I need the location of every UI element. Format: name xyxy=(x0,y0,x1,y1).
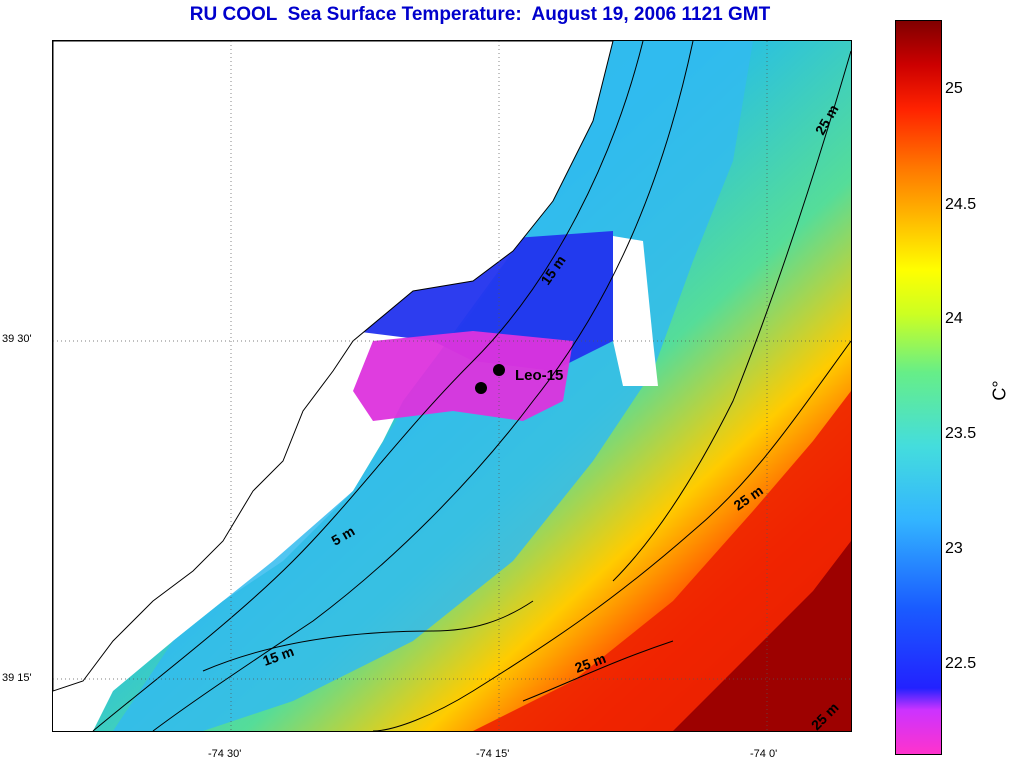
colorbar-tick: 23 xyxy=(945,540,963,557)
upwelling-patch xyxy=(353,331,573,421)
station-marker[interactable] xyxy=(475,382,487,394)
colorbar-tick: 25 xyxy=(945,80,963,97)
hot-offshore-core xyxy=(673,541,851,731)
colorbar-tick: 24.5 xyxy=(945,196,977,213)
missing-data-cloud xyxy=(613,236,658,386)
y-tick-label: 39 15' xyxy=(2,672,32,684)
x-tick-label: -74 30' xyxy=(208,748,242,760)
colorbar xyxy=(895,20,942,755)
y-tick-label: 39 30' xyxy=(2,333,32,345)
colorbar-tick: 23.5 xyxy=(945,425,977,442)
x-tick-label: -74 15' xyxy=(476,748,510,760)
warm-offshore-core xyxy=(473,391,851,731)
graticule xyxy=(53,41,851,731)
station-marker[interactable] xyxy=(493,364,505,376)
cold-water-region xyxy=(333,231,613,371)
colorbar-unit: C° xyxy=(989,380,1010,401)
station-label: Leo-15 xyxy=(515,367,563,384)
colorbar-tick: 24 xyxy=(945,310,963,327)
x-tick-label: -74 0' xyxy=(750,748,778,760)
land-mass xyxy=(53,41,614,692)
sst-map[interactable]: 25 m 15 m 25 m 5 m 15 m 25 m 25 m Leo-15 xyxy=(52,40,852,732)
map-title: RU COOL Sea Surface Temperature: August … xyxy=(189,4,771,25)
sst-map-canvas: 25 m 15 m 25 m 5 m 15 m 25 m 25 m Leo-15 xyxy=(53,41,851,731)
depth-contours xyxy=(92,41,851,731)
colorbar-tick: 22.5 xyxy=(945,655,977,672)
